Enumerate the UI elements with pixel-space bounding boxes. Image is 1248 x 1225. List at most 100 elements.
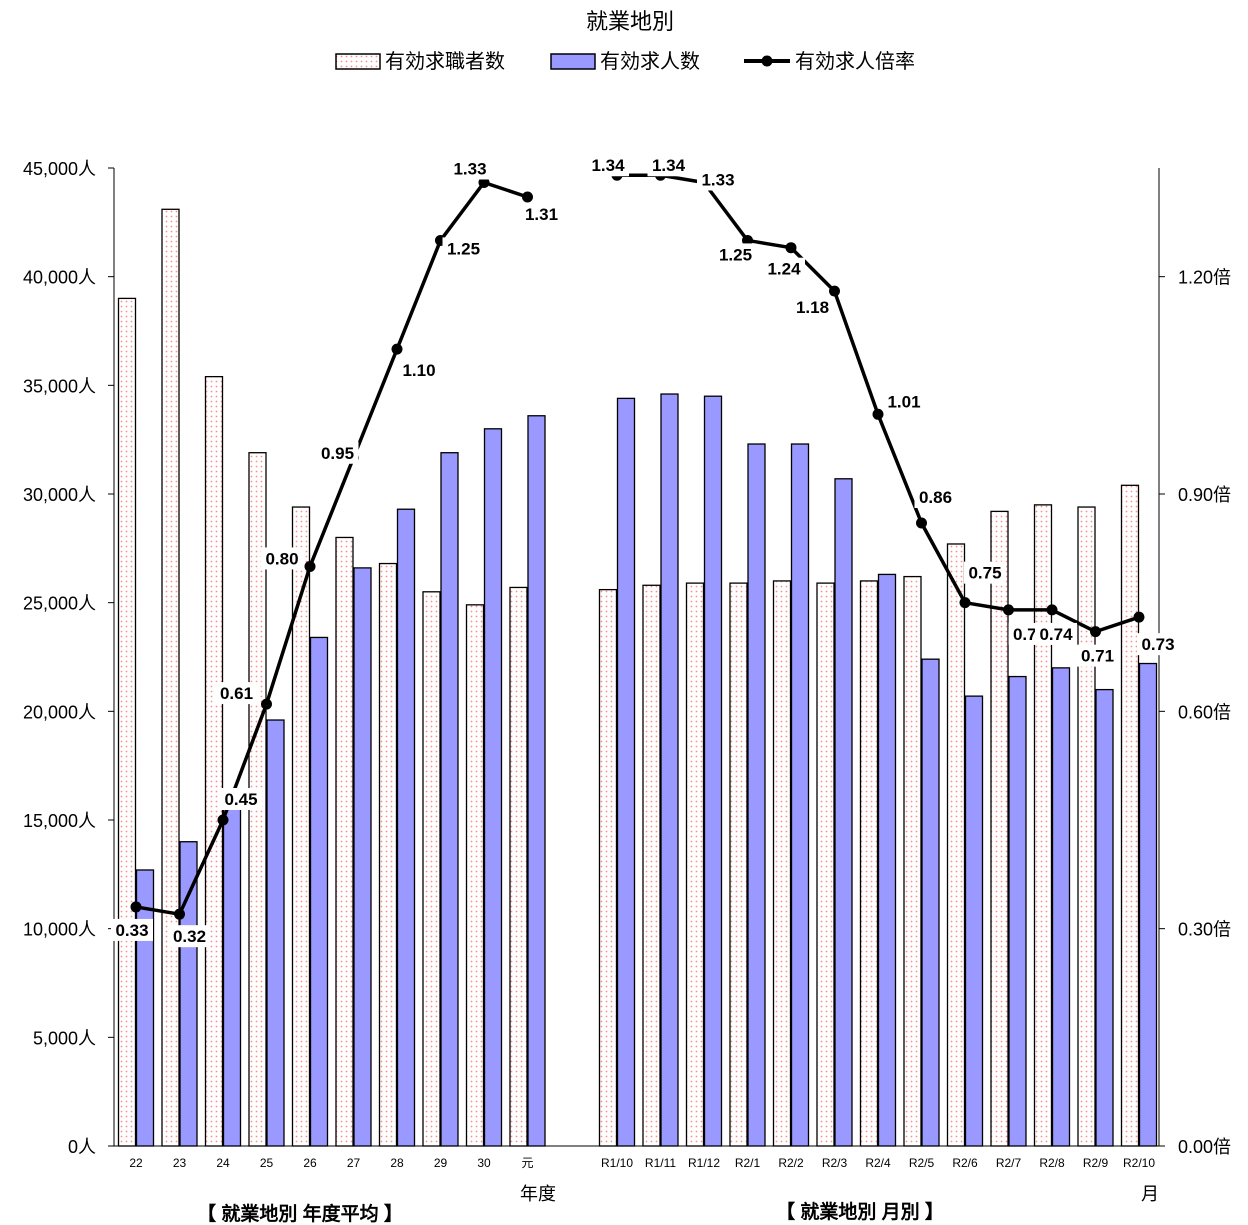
ratio-data-label-bg (1137, 633, 1179, 656)
x-axis-ticks: 22 23 24 25 26 27 28 29 30 元 R1/10 R1/11 R1/12 R2/1 R2… (129, 1156, 1155, 1170)
ratio-data-label-text: 1.25 (447, 239, 480, 258)
ratio-data-label: 1.25 (442, 237, 485, 260)
ratio-data-label-bg (587, 154, 629, 177)
bar-job-seekers (509, 586, 528, 1147)
bar-job-offers (1138, 662, 1158, 1147)
legend-marker-ratio (761, 55, 773, 67)
y-left-tick-label: 20,000人 (23, 702, 96, 722)
ratio-data-label-text: 1.31 (525, 205, 558, 224)
bar-job-offers (790, 443, 810, 1147)
x-tick-label: 22 (129, 1156, 143, 1170)
bar-job-offers (1051, 667, 1071, 1147)
ratio-data-label-bg (398, 359, 440, 382)
bar-job-offers (834, 478, 853, 1147)
ratio-data-label-bg (1035, 622, 1077, 645)
bar-job-seekers (772, 580, 792, 1147)
y-left-tick-label: 15,000人 (23, 811, 96, 831)
ratio-data-label-text: 1.34 (652, 156, 686, 175)
ratio-data-label-text: 0.32 (173, 927, 206, 946)
ratio-data-label: 0.71 (1076, 644, 1119, 667)
ratio-data-label-bg (714, 243, 757, 266)
ratio-data-label-text: 1.01 (887, 392, 920, 411)
x-tick-label: R1/12 (688, 1156, 720, 1170)
bar-job-seekers (729, 582, 748, 1147)
ratio-marker (916, 517, 927, 529)
ratio-data-label-text: 0.73 (1141, 635, 1174, 654)
ratio-data-label-text: 0.80 (265, 549, 298, 568)
bar-job-seekers (465, 604, 485, 1147)
ratio-data-label-bg (111, 918, 153, 941)
section-label-monthly: 【 就業地別 月別 】 (776, 1200, 944, 1223)
x-group-unit-fiscal-year: 年度 (520, 1184, 556, 1204)
bar-job-offers (440, 452, 459, 1147)
bar-job-seekers (1033, 504, 1053, 1147)
bar-job-seekers (685, 582, 705, 1147)
ratio-data-label: 1.25 (714, 243, 757, 266)
bar-job-seekers (161, 208, 180, 1147)
ratio-data-label-text: 0.75 (968, 564, 1001, 583)
bar-job-offers (703, 395, 723, 1147)
bar-job-offers (266, 719, 285, 1147)
x-tick-label: 25 (260, 1156, 274, 1170)
ratio-data-labels: 0.33 0.32 0.45 0.61 0.80 0.95 1.10 1.25 1.33 1.31… (111, 154, 1179, 948)
y-axis-right-ticks: 0.00倍 0.30倍 0.60倍 0.90倍 1.20倍 (1159, 268, 1231, 1157)
legend-swatch-job-seekers (335, 53, 381, 70)
bar-job-seekers (1120, 484, 1140, 1147)
x-tick-label: 23 (173, 1156, 187, 1170)
y-axis-left-ticks: 0人 5,000人 10,000人 15,000人 20,000人 25,000人 30,0… (23, 159, 114, 1157)
y-right-tick-label: 0.60倍 (1178, 702, 1231, 722)
ratio-marker (174, 908, 185, 920)
ratio-line (135, 180, 529, 916)
ratio-data-label: 1.01 (883, 390, 925, 413)
y-left-tick-label: 30,000人 (23, 485, 96, 505)
x-tick-label: R2/3 (822, 1156, 848, 1170)
ratio-data-label: 0.75 (964, 561, 1006, 584)
ratio-data-label: 0.74 (1035, 622, 1077, 645)
bar-job-offers (222, 799, 242, 1147)
bar-job-offers (921, 658, 940, 1147)
axes (113, 168, 1160, 1147)
y-right-tick-label: 0.30倍 (1178, 920, 1231, 940)
ratio-data-label: 1.10 (398, 359, 440, 382)
legend-label-job-seekers: 有効求職者数 (385, 50, 505, 73)
bar-job-offers (396, 508, 416, 1147)
ratio-marker (1046, 604, 1058, 616)
x-tick-label: 27 (347, 1156, 361, 1170)
ratio-data-label-text: 0.61 (220, 684, 253, 703)
y-right-tick-label: 0.90倍 (1178, 485, 1231, 505)
bar-job-offers (309, 636, 329, 1147)
ratio-marker (304, 560, 316, 572)
ratio-marker (130, 901, 142, 913)
y-left-tick-label: 0人 (68, 1137, 96, 1157)
ratio-data-label: 1.24 (763, 257, 805, 280)
ratio-data-label: 1.18 (791, 296, 834, 319)
x-tick-label: R2/5 (909, 1156, 935, 1170)
ratio-data-label: 1.31 (520, 202, 563, 225)
bar-job-seekers (117, 297, 137, 1147)
ratio-marker (1003, 604, 1014, 616)
x-group-unit-month: 月 (1141, 1184, 1159, 1204)
ratio-data-label-text: 0.33 (115, 921, 148, 940)
ratio-data-label-text: 0.95 (321, 444, 354, 463)
ratio-marker (522, 191, 533, 203)
ratio-data-label-text: 1.24 (767, 260, 801, 279)
ratio-data-label-bg (220, 788, 262, 810)
legend-label-job-offers: 有効求人数 (600, 50, 700, 73)
y-right-tick-label: 0.00倍 (1178, 1137, 1231, 1157)
x-tick-label: 26 (303, 1156, 317, 1170)
ratio-data-label: 0.73 (1137, 633, 1179, 656)
ratio-data-label: 0.32 (168, 925, 211, 948)
ratio-data-label-bg (914, 485, 957, 508)
legend-swatch-job-offers (550, 53, 596, 70)
x-tick-label: R1/10 (601, 1156, 633, 1170)
ratio-data-label: 1.34 (647, 154, 690, 177)
ratio-marker (261, 698, 272, 710)
ratio-data-label: 0.61 (215, 682, 258, 705)
ratio-data-label-bg (449, 157, 491, 180)
ratio-marker (829, 285, 840, 297)
x-tick-label: 28 (390, 1156, 404, 1170)
ratio-marker (1133, 611, 1145, 623)
ratio-data-label-text: 0.71 (1081, 647, 1114, 666)
ratio-marker (478, 176, 490, 188)
